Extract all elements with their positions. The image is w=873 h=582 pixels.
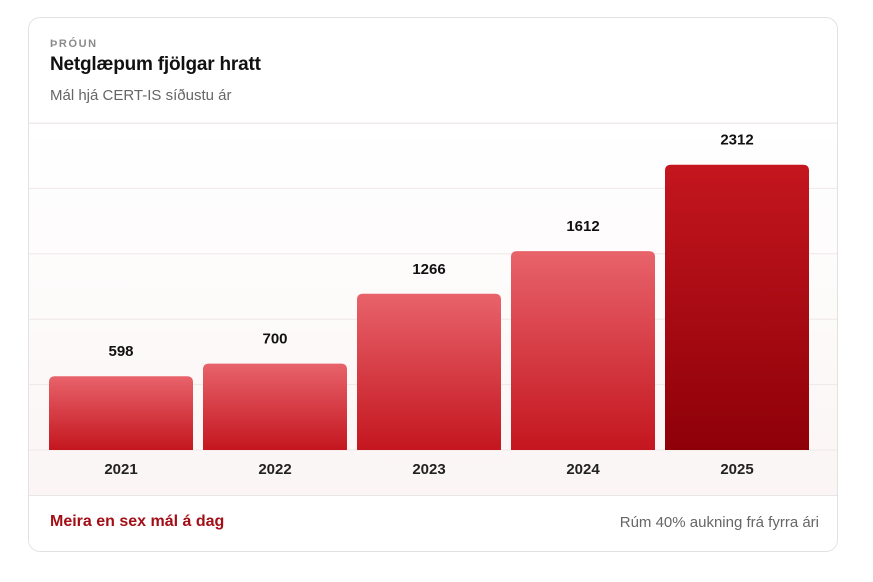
bar-2023 [357, 293, 501, 450]
card-footer: Meira en sex mál á dag Rúm 40% aukning f… [29, 495, 837, 551]
value-label-2022: 700 [262, 331, 287, 348]
x-tick-2024: 2024 [566, 461, 600, 478]
value-label-2024: 1612 [566, 218, 599, 235]
footer-note: Rúm 40% aukning frá fyrra ári [619, 514, 819, 531]
value-label-2025: 2312 [720, 132, 753, 149]
x-tick-2021: 2021 [104, 461, 137, 478]
section-eyebrow: ÞRÓUN [50, 38, 98, 50]
value-labels: 598 700 1266 1612 2312 [108, 132, 753, 361]
bar-chart: 598 700 1266 1612 2312 2021 2022 2023 2024 2025 [29, 122, 837, 478]
x-tick-2025: 2025 [720, 461, 753, 478]
x-tick-labels: 2021 2022 2023 2024 2025 [104, 461, 753, 478]
footer-highlight: Meira en sex mál á dag [50, 513, 225, 530]
bar-2024 [511, 251, 655, 450]
x-tick-2023: 2023 [412, 461, 445, 478]
x-tick-2022: 2022 [258, 461, 291, 478]
bar-2025 [665, 164, 809, 450]
chart-subtitle: Mál hjá CERT-IS síðustu ár [50, 87, 232, 104]
bars [49, 164, 809, 450]
bar-2021 [49, 376, 193, 450]
value-label-2023: 1266 [412, 261, 445, 278]
bar-2022 [203, 363, 347, 450]
chart-card: ÞRÓUN Netglæpum fjölgar hratt Mál hjá CE… [28, 17, 838, 552]
value-label-2021: 598 [108, 343, 133, 360]
chart-title: Netglæpum fjölgar hratt [50, 54, 261, 75]
